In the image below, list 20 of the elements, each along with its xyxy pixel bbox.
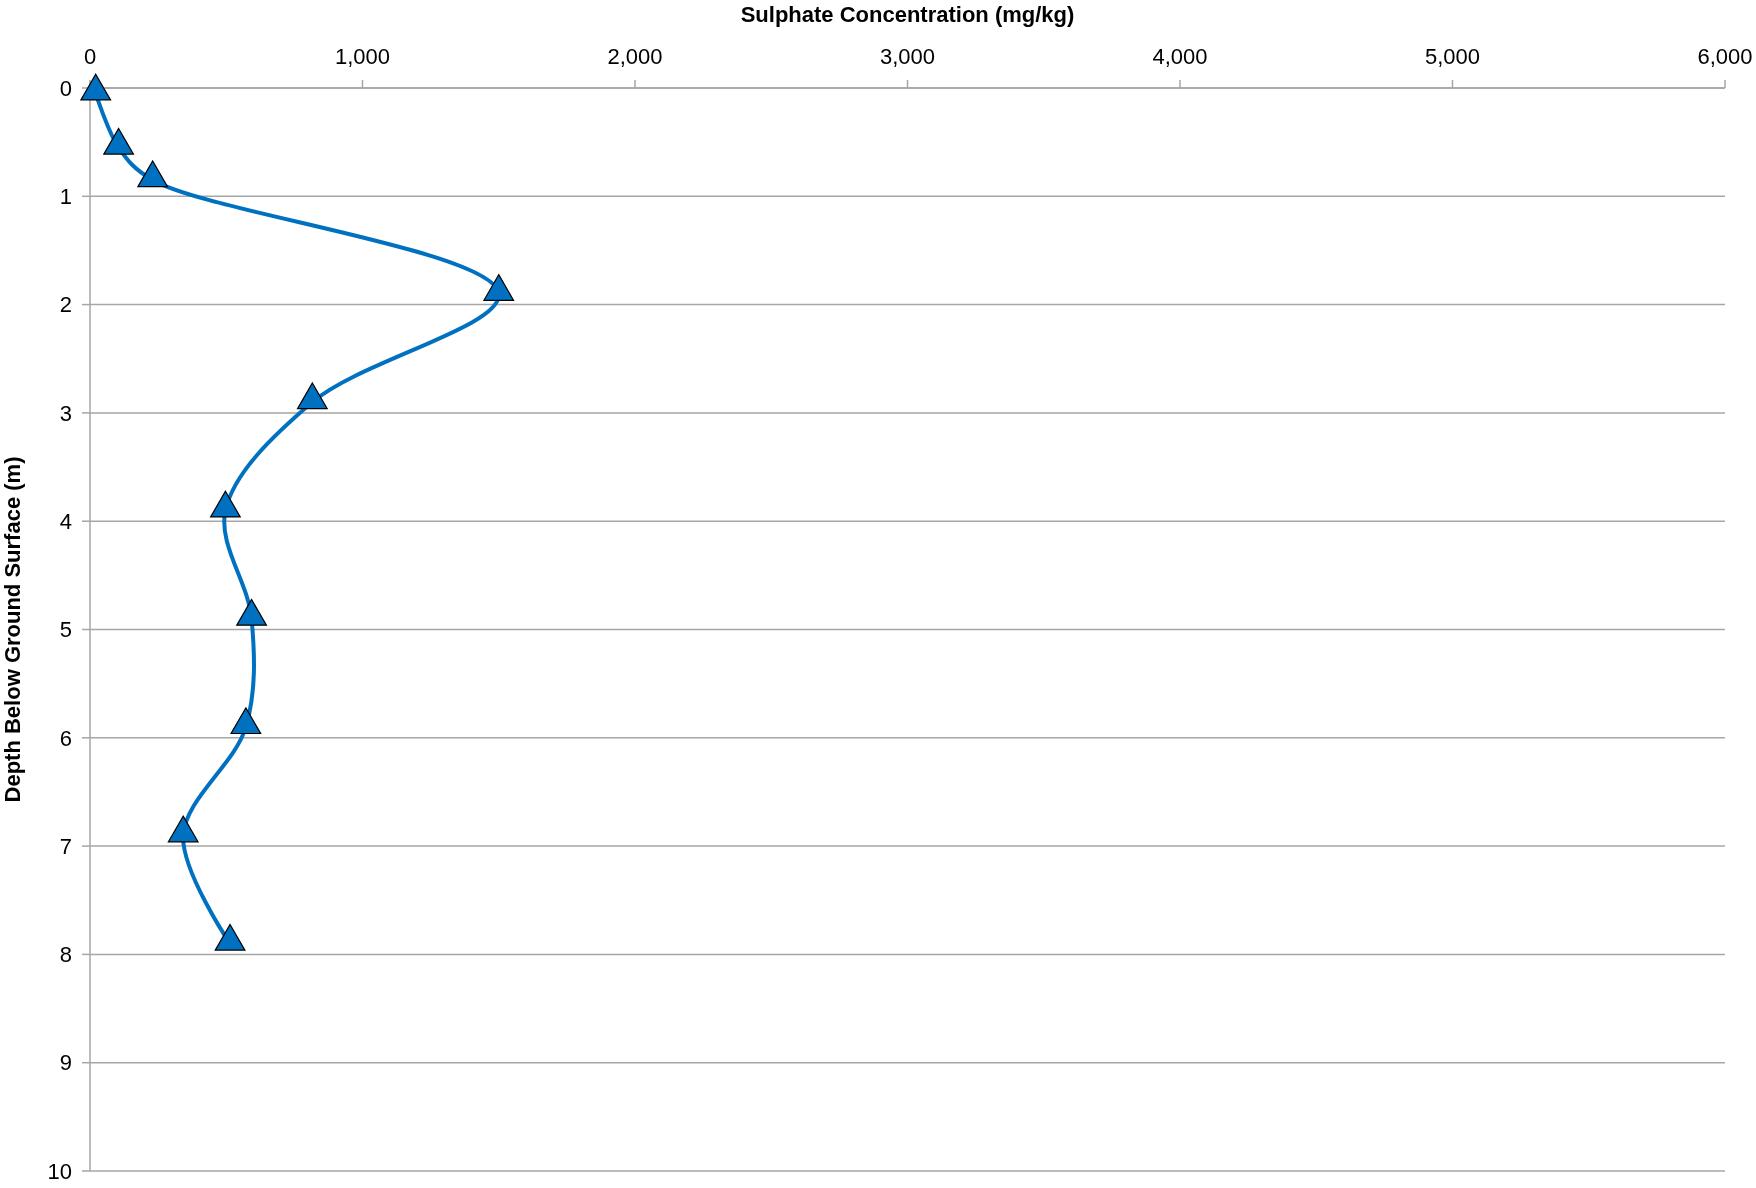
x-tick-label: 0 (83, 44, 97, 69)
y-tick-label: 9 (59, 1050, 72, 1076)
x-tick-label: 5,000 (1424, 44, 1481, 69)
y-tick-label: 2 (59, 292, 72, 318)
y-tick-label: 10 (47, 1158, 72, 1184)
x-tick-label: 3,000 (879, 44, 936, 69)
y-tick-label: 8 (59, 942, 72, 968)
y-tick-label: 4 (59, 508, 72, 534)
y-tick-label: 7 (59, 833, 72, 859)
x-tick-label: 6,000 (1697, 44, 1753, 69)
y-tick-label: 3 (59, 400, 72, 426)
y-tick-label: 0 (59, 75, 72, 101)
y-tick-label: 6 (59, 725, 72, 751)
x-tick-label: 4,000 (1152, 44, 1208, 69)
x-tick-label: 2,000 (607, 44, 663, 69)
x-axis-title: Sulphate Concentration (mg/kg) (740, 2, 1075, 27)
y-axis-title: Depth Below Ground Surface (m) (0, 456, 25, 803)
y-tick-label: 1 (59, 184, 72, 209)
y-tick-label: 5 (59, 617, 72, 643)
x-tick-label: 1,000 (334, 44, 391, 69)
